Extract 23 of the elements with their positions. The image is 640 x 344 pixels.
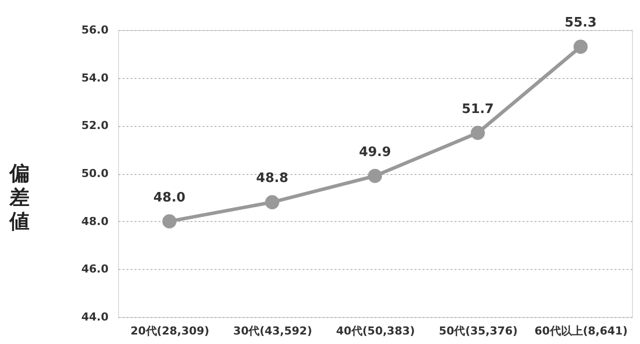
x-tick-label: 30代(43,592): [233, 324, 312, 338]
y-tick-label: 50.0: [81, 167, 109, 180]
y-tick-label: 48.0: [81, 214, 109, 228]
data-label: 48.0: [153, 190, 186, 206]
y-tick-label: 54.0: [81, 71, 109, 84]
point: [162, 214, 176, 228]
y-tick-label: 52.0: [81, 119, 109, 132]
point: [574, 40, 588, 54]
x-tick-label: 40代(50,383): [336, 324, 415, 338]
data-label: 49.9: [358, 144, 392, 160]
x-tick-label: 20代(28,309): [130, 324, 210, 338]
y-tick-label: 44.0: [81, 310, 109, 324]
y-axis-title: 偏差値: [8, 161, 30, 233]
point: [265, 195, 280, 210]
data-label: 51.7: [462, 102, 494, 117]
x-tick-label: 50代(35,376): [438, 324, 518, 338]
x-tick-label: 60代以上(8,641): [534, 324, 628, 338]
point: [368, 168, 382, 183]
point: [470, 126, 485, 140]
y-tick-label: 56.0: [81, 24, 109, 36]
y-tick-label: 46.0: [81, 262, 109, 276]
data-label: 48.8: [256, 171, 288, 186]
data-label: 55.3: [564, 16, 597, 31]
